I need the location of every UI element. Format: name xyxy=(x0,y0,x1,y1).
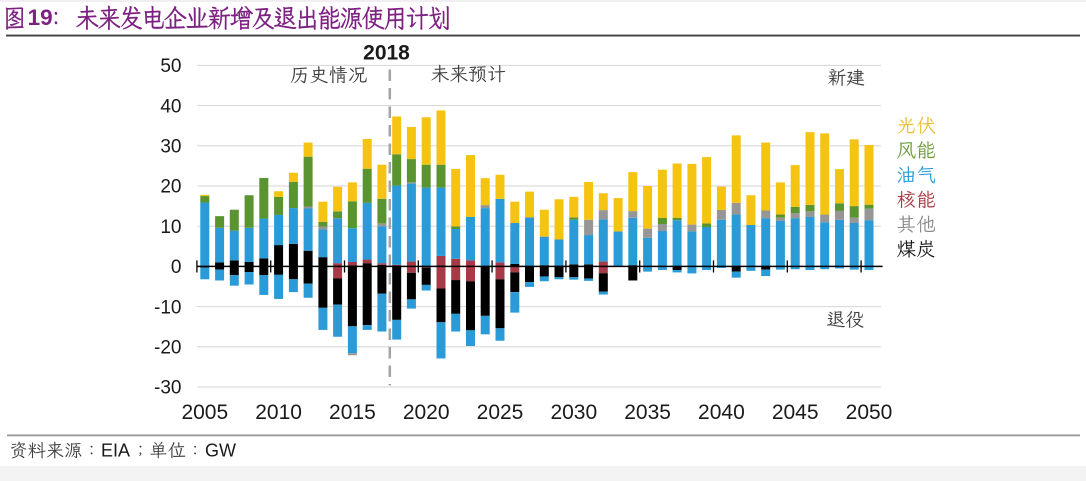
svg-text:2025: 2025 xyxy=(477,401,524,424)
svg-text:2005: 2005 xyxy=(181,401,228,424)
svg-text:EIA: EIA xyxy=(101,441,130,461)
svg-text:-30: -30 xyxy=(154,378,181,399)
svg-text:20: 20 xyxy=(160,177,181,198)
svg-text:50: 50 xyxy=(160,56,181,77)
svg-text:2030: 2030 xyxy=(550,401,597,424)
svg-text:-20: -20 xyxy=(154,338,181,359)
svg-text:2010: 2010 xyxy=(255,401,302,424)
svg-text:2050: 2050 xyxy=(846,401,893,424)
svg-text:19: 19 xyxy=(28,5,53,30)
svg-text:0: 0 xyxy=(171,257,182,278)
svg-text:2020: 2020 xyxy=(403,401,450,424)
svg-text:GW: GW xyxy=(205,441,236,461)
svg-text:30: 30 xyxy=(160,137,181,158)
svg-text:10: 10 xyxy=(160,217,181,238)
svg-text:40: 40 xyxy=(160,96,181,117)
svg-text:-10: -10 xyxy=(154,297,181,318)
svg-text:2040: 2040 xyxy=(698,401,745,424)
svg-text:2018: 2018 xyxy=(363,42,410,65)
svg-text:2035: 2035 xyxy=(624,401,671,424)
svg-text:2015: 2015 xyxy=(329,401,376,424)
svg-text:2045: 2045 xyxy=(772,401,819,424)
